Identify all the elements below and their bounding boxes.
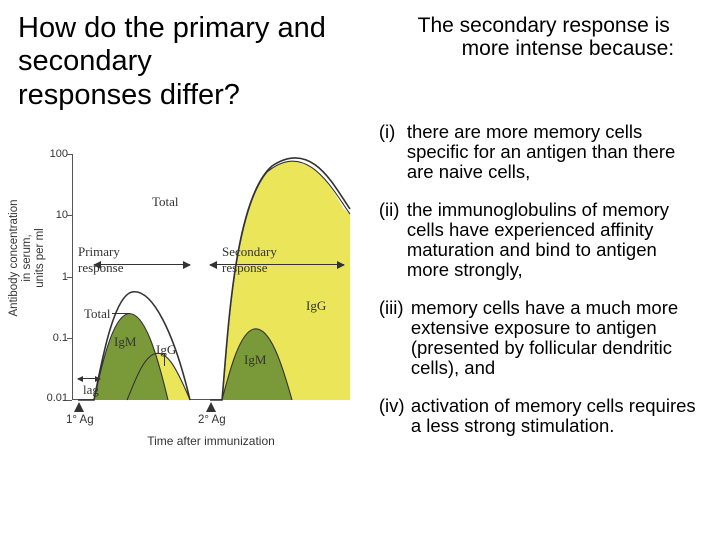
header: How do the primary and secondary respons… xyxy=(18,12,702,112)
ann-secondary: Secondary response xyxy=(222,244,277,276)
x-axis-label: Time after immunization xyxy=(72,434,350,448)
ytick-1: 1 xyxy=(26,271,68,283)
item-iv-num: (iv) xyxy=(379,396,411,416)
item-i-body: there are more memory cells specific for… xyxy=(407,122,697,182)
item-ii-num: (ii) xyxy=(379,200,407,220)
ann-igg-secondary: IgG xyxy=(306,298,326,314)
ann-igg-primary: IgG xyxy=(156,342,176,358)
ann-total-primary: Total xyxy=(84,306,111,322)
x-ag1: 1° Ag xyxy=(66,414,94,426)
x-ag2: 2° Ag xyxy=(198,414,226,426)
item-iii: (iii)memory cells have a much more exten… xyxy=(379,298,702,378)
lag-arrow xyxy=(78,378,100,379)
text-column: (i)there are more memory cells specific … xyxy=(375,122,702,454)
lead-igg-primary xyxy=(164,354,165,366)
ann-igm-secondary: IgM xyxy=(244,352,266,368)
item-ii-body: the immunoglobulins of memory cells have… xyxy=(407,200,697,280)
subtitle: The secondary response is more intense b… xyxy=(418,12,702,60)
title-line1: How do the primary and secondary xyxy=(18,12,418,79)
content-row: Antibody concentration in serum, units p… xyxy=(18,122,702,454)
ytick-0-01: 0.01 xyxy=(26,392,68,404)
subtitle-line1: The secondary response is xyxy=(418,14,670,37)
ytickmark xyxy=(67,400,72,401)
item-iii-body: memory cells have a much more extensive … xyxy=(411,298,697,378)
ytick-100: 100 xyxy=(26,148,68,160)
ann-primary: Primary response xyxy=(78,244,124,276)
lead-total-primary xyxy=(112,313,130,314)
curves-svg xyxy=(72,154,350,400)
ytick-10: 10 xyxy=(26,209,68,221)
chart-column: Antibody concentration in serum, units p… xyxy=(18,122,375,454)
item-i-num: (i) xyxy=(379,122,407,142)
subtitle-line2: more intense because: xyxy=(418,37,702,60)
item-i: (i)there are more memory cells specific … xyxy=(379,122,702,182)
item-iv: (iv)activation of memory cells requires … xyxy=(379,396,702,436)
ag2-arrow-icon xyxy=(206,402,216,412)
item-iv-body: activation of memory cells requires a le… xyxy=(411,396,697,436)
ag1-arrow-icon xyxy=(74,402,84,412)
ann-lag: lag xyxy=(83,382,99,398)
title-line2: responses differ? xyxy=(18,79,418,112)
ann-igm-primary: IgM xyxy=(114,334,136,350)
slide: How do the primary and secondary respons… xyxy=(0,0,720,540)
item-ii: (ii)the immunoglobulins of memory cells … xyxy=(379,200,702,280)
antibody-response-chart: Antibody concentration in serum, units p… xyxy=(18,148,368,448)
title-block: How do the primary and secondary respons… xyxy=(18,12,418,112)
item-iii-num: (iii) xyxy=(379,298,411,318)
ann-total-secondary: Total xyxy=(152,194,179,210)
ytick-0-1: 0.1 xyxy=(26,332,68,344)
